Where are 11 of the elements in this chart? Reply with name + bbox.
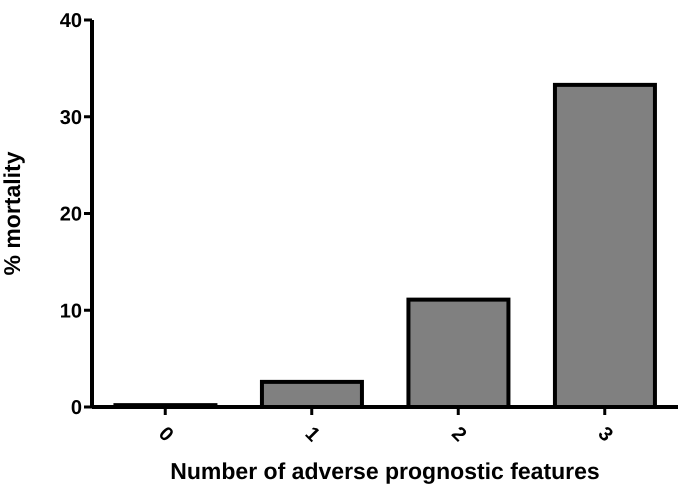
y-tick-label: 40 — [60, 10, 82, 32]
x-tick-label: 0 — [154, 422, 178, 446]
y-axis-title: % mortality — [0, 151, 26, 276]
y-tick-label: 20 — [60, 204, 82, 226]
y-tick-label: 30 — [60, 106, 82, 129]
x-tick-label: 1 — [300, 422, 324, 446]
x-axis-title: Number of adverse prognostic features — [170, 458, 600, 484]
x-tick-label: 2 — [447, 422, 470, 446]
y-tick-label: 0 — [70, 397, 82, 420]
y-tick-label: 10 — [60, 300, 82, 322]
x-tick-label: 3 — [594, 422, 617, 446]
